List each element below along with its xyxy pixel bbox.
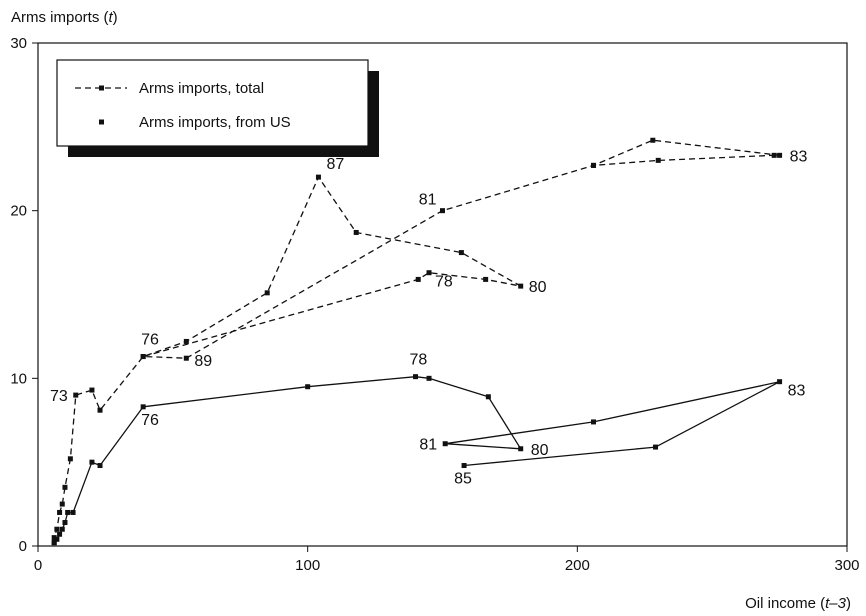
y-tick-label: 10 (10, 370, 27, 387)
data-point (59, 526, 65, 532)
point-label-83: 83 (790, 148, 808, 165)
point-label-76: 76 (141, 412, 159, 429)
data-point (57, 531, 63, 537)
data-point (415, 276, 421, 282)
point-label-83: 83 (788, 383, 806, 400)
point-label-73: 73 (50, 388, 68, 405)
point-label-76: 76 (141, 332, 159, 349)
data-point (65, 509, 71, 515)
x-tick-label: 200 (565, 557, 590, 574)
data-point (89, 387, 95, 393)
data-point (426, 375, 432, 381)
y-tick-label: 30 (10, 35, 27, 52)
y-tick-label: 0 (19, 538, 27, 555)
data-point (54, 526, 60, 532)
point-labels: 87 81 83 78 80 76 89 73 78 76 81 80 85 83 (50, 148, 808, 487)
data-point (518, 283, 524, 289)
data-point (67, 456, 73, 462)
data-point (518, 446, 524, 452)
data-point (771, 152, 777, 158)
data-point (461, 463, 467, 469)
data-point (140, 404, 146, 410)
data-point (183, 355, 189, 361)
point-label-89: 89 (194, 353, 212, 370)
data-point (70, 509, 76, 515)
data-point (305, 384, 311, 390)
point-label-78: 78 (410, 352, 428, 369)
data-point (73, 392, 79, 398)
data-point (57, 509, 63, 515)
legend-marker (99, 85, 104, 91)
data-point (426, 270, 432, 276)
legend-label: Arms imports, total (139, 80, 264, 97)
y-axis-title: Arms imports (t) (11, 9, 118, 26)
data-point (485, 394, 491, 400)
point-label-80: 80 (531, 442, 549, 459)
data-point (54, 536, 60, 542)
data-point (62, 484, 68, 490)
legend: Arms imports, total Arms imports, from US (56, 59, 379, 157)
point-label-81: 81 (419, 192, 437, 209)
legend-marker (99, 119, 104, 125)
point-label-85: 85 (454, 471, 472, 488)
plot-frame (37, 42, 848, 547)
data-point (440, 208, 445, 214)
data-point (89, 459, 95, 465)
data-point (591, 162, 597, 168)
y-tick-label: 20 (10, 203, 27, 220)
point-label-81: 81 (419, 437, 437, 454)
data-point (59, 501, 65, 507)
data-point (353, 229, 359, 235)
point-label-78: 78 (435, 274, 453, 291)
point-label-87: 87 (326, 156, 344, 173)
data-point (97, 463, 103, 469)
data-point (413, 374, 419, 380)
data-point (315, 174, 321, 180)
data-point (483, 276, 489, 282)
x-axis-title: Oil income (t–3) (745, 595, 851, 612)
axes: 0 100 200 300 0 10 20 30 Arms imports (t) Oil inc… (10, 9, 859, 612)
data-point (591, 419, 597, 425)
data-point (458, 250, 464, 256)
data-point (51, 535, 57, 541)
x-tick-label: 300 (834, 557, 859, 574)
series-line (53, 139, 781, 543)
x-tick-label: 0 (34, 557, 42, 574)
data-point (62, 520, 68, 526)
data-point (650, 137, 656, 143)
data-point (51, 540, 57, 546)
data-point (183, 338, 189, 344)
x-tick-label: 100 (295, 557, 320, 574)
series-1 (51, 137, 783, 546)
data-point (264, 290, 270, 296)
data-point (442, 441, 448, 447)
legend-box (56, 59, 369, 147)
data-point (97, 407, 103, 413)
legend-label: Arms imports, from US (139, 114, 291, 131)
series-2 (51, 374, 783, 546)
data-point (655, 157, 661, 163)
series-layer (51, 137, 783, 546)
data-point (140, 354, 146, 360)
point-label-80: 80 (529, 279, 547, 296)
data-point (777, 379, 783, 385)
data-point (777, 152, 783, 158)
data-point (653, 444, 659, 450)
series-line (53, 376, 781, 544)
